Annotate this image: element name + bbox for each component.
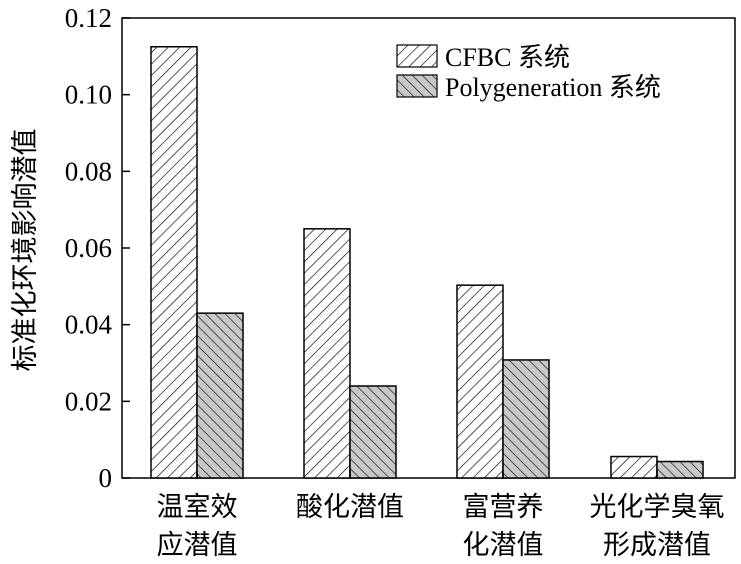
y-tick-label: 0.08 [65,156,112,186]
bar-polygeneration [196,312,244,479]
legend-swatch [396,74,438,98]
bar-cfbc [150,46,198,479]
x-tick-label: 酸化潜值 [296,492,404,523]
legend-label: CFBC 系统 [445,43,570,72]
x-tick-label: 富营养 [463,492,544,523]
x-tick-label: 光化学臭氧 [590,492,725,523]
y-tick-label: 0.02 [65,386,112,416]
y-tick-label: 0.10 [65,80,112,110]
legend-swatch [396,44,438,68]
bar-polygeneration [656,460,704,479]
x-tick-label: 化潜值 [463,530,544,561]
y-axis-label: 标准化环境影响潜值 [10,129,41,372]
bar-cfbc [303,228,351,479]
y-tick-label: 0.06 [65,233,112,263]
x-tick-label: 温室效 [157,492,238,523]
bar-polygeneration [349,385,397,479]
x-tick-label: 应潜值 [157,530,238,561]
y-tick-label: 0.04 [65,310,113,340]
bar-cfbc [610,455,658,479]
y-tick-label: 0 [99,463,113,493]
bar-cfbc [456,284,504,479]
bar-polygeneration [502,359,550,479]
x-tick-label: 形成潜值 [603,530,711,561]
legend-label: Polygeneration 系统 [445,73,661,102]
y-tick-label: 0.12 [65,3,112,33]
